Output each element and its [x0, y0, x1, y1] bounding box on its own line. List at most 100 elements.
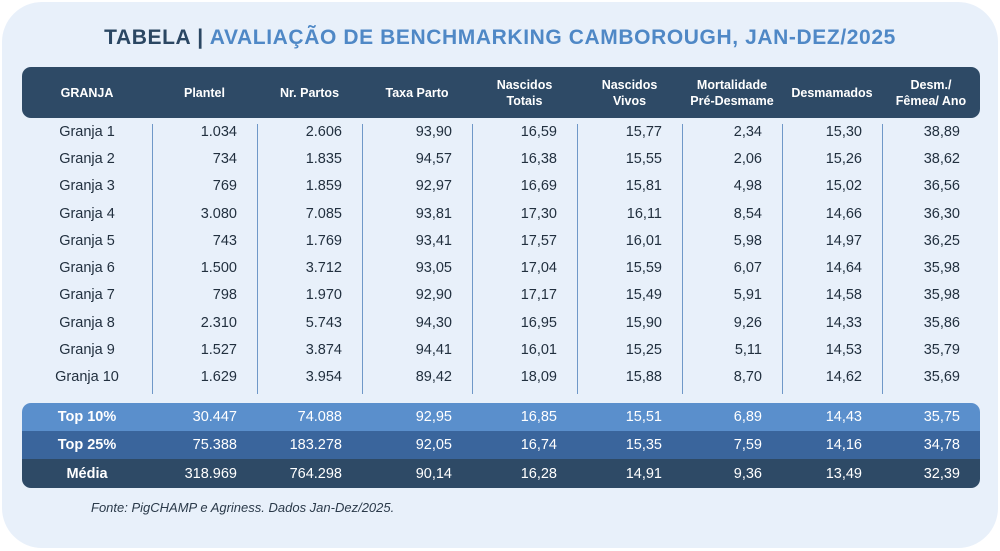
cell-taxa-parto: 92,97: [415, 178, 452, 195]
cell-mortalidade: 6,07: [733, 260, 762, 277]
cell-nr-partos: 1.970: [305, 287, 342, 304]
summary-row-top25: Top 25% 75.388 183.278 92,05 16,74 15,35 7,59 1…: [22, 431, 980, 459]
header-desmamados: Desmamados: [791, 85, 873, 100]
cell-nascidos-totais: 17,17: [520, 287, 557, 304]
summary-row-top10: Top 10% 30.447 74.088 92,95 16,85 15,51 6,89 14…: [22, 403, 980, 431]
cell-mortalidade: 5,91: [733, 287, 762, 304]
header-mortalidade: Mortalidade Pré-Desmame: [690, 77, 774, 108]
cell-mortalidade: 5,11: [734, 342, 762, 359]
header-nascidos-totais: Nascidos Totais: [496, 77, 553, 108]
column-divider: [782, 124, 783, 394]
cell-desmamados: 14,53: [825, 342, 862, 359]
cell-nascidos-totais: 17,57: [520, 232, 557, 249]
cell-plantel: 1.034: [200, 123, 237, 140]
summary-cell-desmamados: 14,43: [825, 409, 862, 425]
summary-cell-desmamados: 13,49: [825, 465, 862, 482]
summary-cell-nascidos-vivos: 15,35: [625, 437, 662, 453]
cell-desmamados: 15,02: [825, 178, 862, 195]
cell-mortalidade: 8,70: [733, 369, 762, 386]
cell-taxa-parto: 93,41: [415, 232, 452, 249]
cell-nascidos-totais: 17,04: [520, 260, 557, 277]
summary-cell-plantel: 75.388: [192, 437, 237, 453]
column-divider: [577, 124, 578, 394]
cell-nascidos-vivos: 15,55: [625, 150, 662, 167]
cell-nascidos-vivos: 15,77: [625, 123, 662, 140]
summary-label: Top 10%: [57, 409, 117, 425]
cell-mortalidade: 2,06: [733, 150, 762, 167]
summary-cell-nascidos-totais: 16,85: [520, 409, 557, 425]
summary-cell-mortalidade: 6,89: [733, 409, 762, 425]
table-row: Granja 10 1.629 3.954 89,42 18,09 15,88 8,70 14…: [22, 364, 980, 391]
cell-nr-partos: 2.606: [305, 123, 342, 140]
cell-taxa-parto: 93,05: [415, 260, 452, 277]
header-nr-partos: Nr. Partos: [279, 85, 340, 100]
summary-cell-taxa-parto: 92,05: [415, 437, 452, 453]
table-row: Granja 6 1.500 3.712 93,05 17,04 15,59 6,07 14,…: [22, 254, 980, 281]
summary-cell-nascidos-vivos: 14,91: [625, 465, 662, 482]
cell-granja: Granja 6: [59, 260, 115, 277]
cell-desm-femea-ano: 35,79: [923, 342, 960, 359]
cell-desmamados: 14,97: [825, 232, 862, 249]
cell-taxa-parto: 94,41: [415, 342, 452, 359]
table-row: Granja 1 1.034 2.606 93,90 16,59 15,77 2,34 15,…: [22, 118, 980, 145]
cell-nascidos-totais: 16,01: [520, 342, 557, 359]
cell-nascidos-vivos: 15,49: [625, 287, 662, 304]
cell-mortalidade: 4,98: [733, 178, 762, 195]
cell-plantel: 769: [212, 178, 237, 195]
cell-nr-partos: 1.859: [305, 178, 342, 195]
cell-plantel: 734: [212, 150, 237, 167]
summary-cell-nr-partos: 183.278: [289, 437, 342, 453]
cell-nascidos-vivos: 16,11: [626, 205, 662, 222]
table-row: Granja 3 769 1.859 92,97 16,69 15,81 4,98 15,02…: [22, 173, 980, 200]
page-title: TABELA | AVALIAÇÃO DE BENCHMARKING CAMBORO…: [0, 26, 1000, 50]
summary-cell-taxa-parto: 92,95: [415, 409, 452, 425]
cell-nascidos-totais: 16,59: [520, 123, 557, 140]
cell-taxa-parto: 89,42: [415, 369, 452, 386]
cell-mortalidade: 9,26: [733, 314, 762, 331]
cell-desm-femea-ano: 36,30: [923, 205, 960, 222]
cell-taxa-parto: 93,90: [415, 123, 452, 140]
cell-desmamados: 14,58: [825, 287, 862, 304]
header-plantel: Plantel: [184, 85, 225, 100]
cell-nascidos-totais: 16,95: [520, 314, 557, 331]
header-nascidos-vivos: Nascidos Vivos: [601, 77, 658, 108]
summary-cell-nr-partos: 764.298: [289, 465, 342, 482]
table-row: Granja 5 743 1.769 93,41 17,57 16,01 5,98 14,97…: [22, 227, 980, 254]
source-note: Fonte: PigCHAMP e Agriness. Dados Jan-De…: [91, 500, 395, 515]
cell-desm-femea-ano: 35,98: [923, 260, 960, 277]
cell-desm-femea-ano: 36,25: [923, 232, 960, 249]
cell-taxa-parto: 93,81: [415, 205, 452, 222]
column-divider: [472, 124, 473, 394]
summary-cell-mortalidade: 9,36: [733, 465, 762, 482]
cell-mortalidade: 5,98: [733, 232, 762, 249]
cell-granja: Granja 9: [59, 342, 115, 359]
summary-cell-plantel: 30.447: [192, 409, 237, 425]
cell-granja: Granja 10: [55, 369, 119, 386]
cell-nascidos-vivos: 16,01: [625, 232, 662, 249]
cell-plantel: 1.629: [200, 369, 237, 386]
cell-nascidos-vivos: 15,88: [625, 369, 662, 386]
cell-nr-partos: 3.712: [305, 260, 342, 277]
summary-cell-plantel: 318.969: [184, 465, 237, 482]
cell-granja: Granja 5: [59, 232, 115, 249]
cell-plantel: 2.310: [200, 314, 237, 331]
summary-cell-nascidos-totais: 16,74: [520, 437, 557, 453]
column-divider: [362, 124, 363, 394]
cell-nascidos-totais: 17,30: [520, 205, 557, 222]
cell-desm-femea-ano: 36,56: [923, 178, 960, 195]
cell-desm-femea-ano: 38,89: [923, 123, 960, 140]
cell-nr-partos: 5.743: [305, 314, 342, 331]
summary-label: Top 25%: [57, 437, 117, 453]
header-granja: GRANJA: [60, 85, 114, 100]
summary-cell-nr-partos: 74.088: [297, 409, 342, 425]
summary-label: Média: [66, 465, 108, 482]
column-divider: [882, 124, 883, 394]
summary-row-media: Média 318.969 764.298 90,14 16,28 14,91 9,36 13…: [22, 459, 980, 488]
summary-cell-desm-femea-ano: 35,75: [923, 409, 960, 425]
cell-plantel: 1.500: [200, 260, 237, 277]
cell-desmamados: 15,30: [825, 123, 862, 140]
header-desm-femea-ano: Desm./ Fêmea/ Ano: [895, 77, 967, 108]
summary-cell-mortalidade: 7,59: [733, 437, 762, 453]
cell-taxa-parto: 94,57: [415, 150, 452, 167]
cell-nascidos-totais: 16,69: [520, 178, 557, 195]
